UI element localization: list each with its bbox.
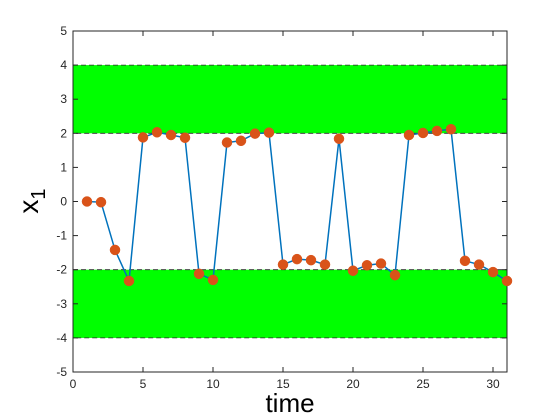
data-point bbox=[459, 255, 471, 267]
data-point bbox=[389, 269, 401, 281]
y-tick-label: -3 bbox=[56, 297, 67, 311]
y-axis-label: x1 bbox=[13, 188, 50, 213]
data-point bbox=[165, 129, 177, 141]
band-0 bbox=[72, 64, 508, 134]
data-point bbox=[207, 274, 219, 286]
data-point bbox=[179, 132, 191, 143]
x-axis-label: time bbox=[265, 388, 314, 418]
data-point bbox=[137, 132, 149, 143]
data-point bbox=[319, 259, 331, 270]
data-point bbox=[151, 127, 163, 138]
data-point bbox=[277, 259, 289, 270]
y-tick-label: -1 bbox=[56, 229, 67, 243]
data-point bbox=[109, 244, 121, 256]
y-tick-label: -5 bbox=[56, 365, 67, 379]
y-tick-label: 2 bbox=[60, 126, 67, 140]
x-tick-label: 5 bbox=[140, 377, 147, 391]
data-point bbox=[235, 135, 247, 147]
data-point bbox=[431, 125, 443, 137]
data-point bbox=[417, 127, 429, 139]
x-tick-label: 15 bbox=[276, 377, 290, 391]
data-point bbox=[501, 275, 513, 287]
band-1 bbox=[72, 269, 508, 339]
data-point bbox=[81, 196, 93, 207]
y-tick-label: -4 bbox=[56, 331, 67, 345]
y-tick-label: 4 bbox=[60, 58, 67, 72]
y-axis-label-main: x bbox=[13, 200, 44, 214]
x-tick-label: 30 bbox=[486, 377, 500, 391]
data-point bbox=[445, 123, 457, 135]
y-tick-label: 1 bbox=[60, 160, 67, 174]
tick-labels: 0 5 10 15 20 25 30 -5 -4 -3 -2 -1 0 1 2 3 4 5 bbox=[56, 24, 500, 391]
data-point bbox=[221, 137, 233, 148]
data-point bbox=[193, 268, 205, 280]
y-tick-label: -2 bbox=[56, 263, 67, 277]
bands-layer bbox=[72, 64, 508, 339]
y-tick-label: 0 bbox=[60, 195, 67, 209]
data-point bbox=[305, 254, 317, 266]
data-point bbox=[123, 275, 135, 287]
data-point bbox=[403, 129, 415, 141]
axis-ticks bbox=[72, 30, 507, 373]
data-point bbox=[361, 260, 373, 271]
x-tick-label: 0 bbox=[70, 377, 77, 391]
data-point bbox=[375, 258, 387, 269]
data-point bbox=[333, 133, 345, 145]
data-point bbox=[473, 259, 485, 270]
data-point bbox=[487, 266, 499, 278]
series-markers-layer bbox=[81, 123, 513, 287]
y-tick-label: 3 bbox=[60, 92, 67, 106]
data-point bbox=[95, 196, 107, 208]
x-tick-label: 20 bbox=[346, 377, 360, 391]
y-tick-label: 5 bbox=[60, 24, 67, 38]
data-point bbox=[249, 128, 261, 139]
x-tick-label: 25 bbox=[416, 377, 430, 391]
data-point bbox=[347, 265, 359, 276]
y-axis-label-subscript: 1 bbox=[28, 188, 50, 199]
data-point bbox=[291, 253, 303, 265]
data-point bbox=[263, 127, 275, 138]
x-tick-label: 10 bbox=[206, 377, 220, 391]
